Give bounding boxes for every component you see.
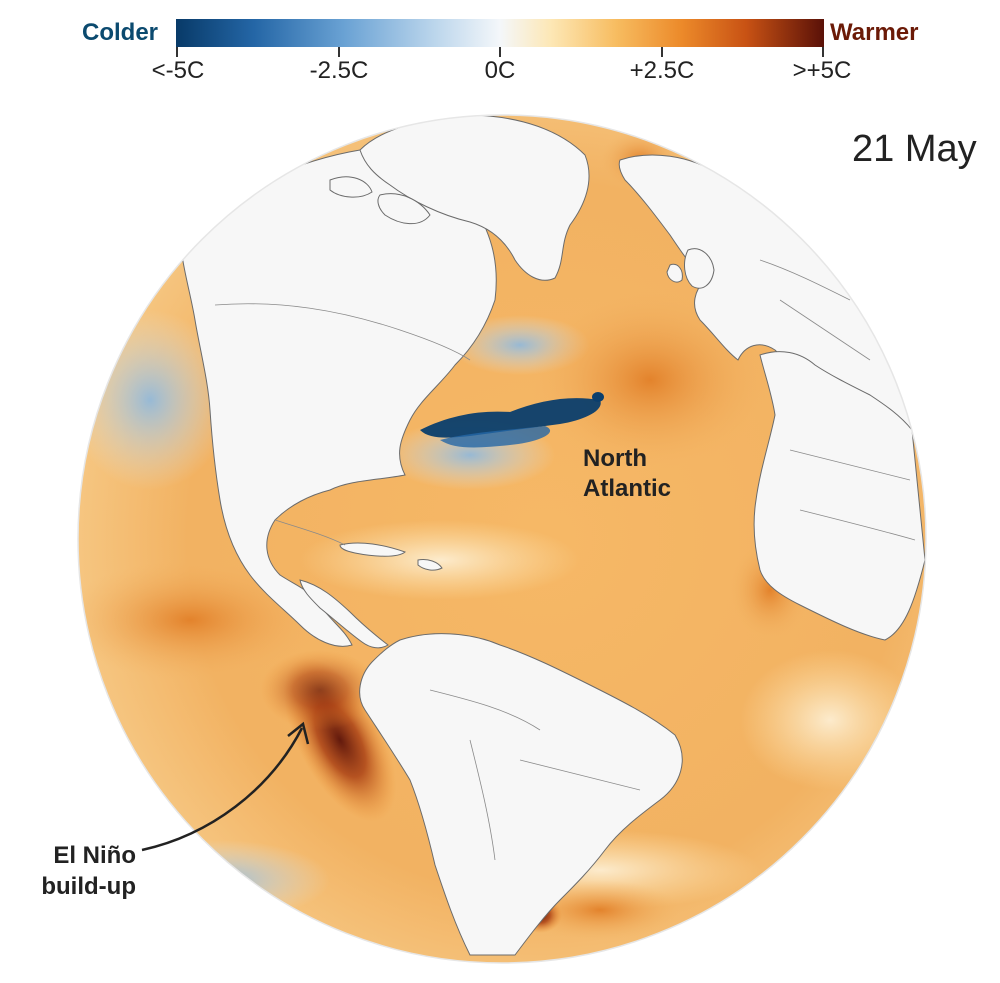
cuba	[339, 542, 406, 557]
caribbean-pale-patch	[300, 520, 580, 600]
north-atlantic-warm-patch	[530, 290, 770, 470]
temperature-legend: Colder Warmer <-5C -2.5C 0C +2.5C >+5C	[0, 0, 1000, 100]
us-mexico-border	[274, 519, 346, 546]
el-nino-hotspot-core	[260, 650, 380, 730]
country-borders	[214, 259, 916, 861]
east-atlantic-pale-patch	[740, 650, 920, 790]
cold-eddy	[592, 392, 604, 402]
land-masses	[179, 115, 926, 956]
legend-tick	[176, 47, 178, 57]
arctic-island	[329, 176, 373, 198]
gulf-stream-cold-edge	[440, 426, 551, 448]
legend-color-bar	[176, 19, 824, 47]
globe-outline	[77, 114, 927, 964]
south-america-border	[469, 739, 496, 861]
gulf-stream-cold-anomaly	[420, 398, 601, 438]
east-pacific-warm-patch	[78, 560, 320, 680]
south-america-border	[519, 759, 641, 791]
el-nino-label: El Niño build-up	[34, 840, 136, 902]
legend-tick	[661, 47, 663, 57]
el-nino-label-line2: build-up	[41, 873, 136, 900]
south-pacific-cool-patch	[110, 840, 330, 920]
legend-tick-label-max: >+5C	[792, 57, 852, 84]
great-britain	[684, 248, 715, 289]
us-canada-border	[214, 303, 471, 361]
legend-tick-label-min: <-5C	[151, 57, 205, 84]
legend-tick-label-neg: -2.5C	[309, 57, 369, 84]
north-atlantic-label-line2: Atlantic	[583, 475, 672, 502]
africa-border	[799, 509, 916, 541]
europe-border	[779, 299, 871, 361]
europe-border	[759, 259, 851, 301]
el-nino-arrow	[141, 727, 304, 852]
north-atlantic-label-line1: North	[583, 445, 647, 472]
legend-tick-label-pos: +2.5C	[629, 57, 695, 84]
legend-tick	[822, 47, 824, 57]
legend-tick	[338, 47, 340, 57]
arctic-island	[377, 193, 431, 225]
el-nino-arrowhead	[287, 721, 310, 745]
ireland	[666, 263, 683, 283]
hispaniola	[417, 559, 443, 571]
south-america	[359, 633, 683, 956]
legend-tick	[499, 47, 501, 57]
map-date: 21 May	[852, 128, 977, 170]
legend-tick-label-zero: 0C	[484, 57, 516, 84]
legend-colder-label: Colder	[82, 19, 159, 46]
legend-warmer-label: Warmer	[830, 19, 919, 46]
central-america	[299, 579, 389, 649]
africa	[753, 351, 926, 641]
south-america-border	[429, 689, 541, 731]
el-nino-label-line1: El Niño	[53, 842, 136, 869]
north-atlantic-label: North Atlantic	[583, 444, 671, 504]
africa-border	[789, 449, 911, 481]
